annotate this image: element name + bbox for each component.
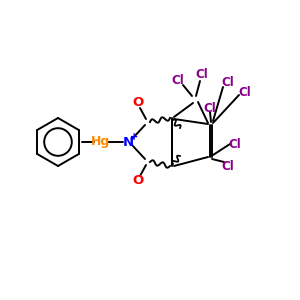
Text: Cl: Cl [222, 76, 234, 88]
Text: N: N [122, 136, 134, 148]
Text: Cl: Cl [222, 160, 234, 173]
Text: +: + [130, 132, 139, 142]
Text: Cl: Cl [196, 68, 208, 82]
Text: Cl: Cl [229, 139, 242, 152]
Text: Cl: Cl [238, 86, 251, 100]
Text: Hg: Hg [90, 136, 110, 148]
Text: O: O [132, 97, 144, 110]
Text: O: O [132, 175, 144, 188]
Text: Cl: Cl [204, 101, 216, 115]
Text: Cl: Cl [172, 74, 184, 86]
